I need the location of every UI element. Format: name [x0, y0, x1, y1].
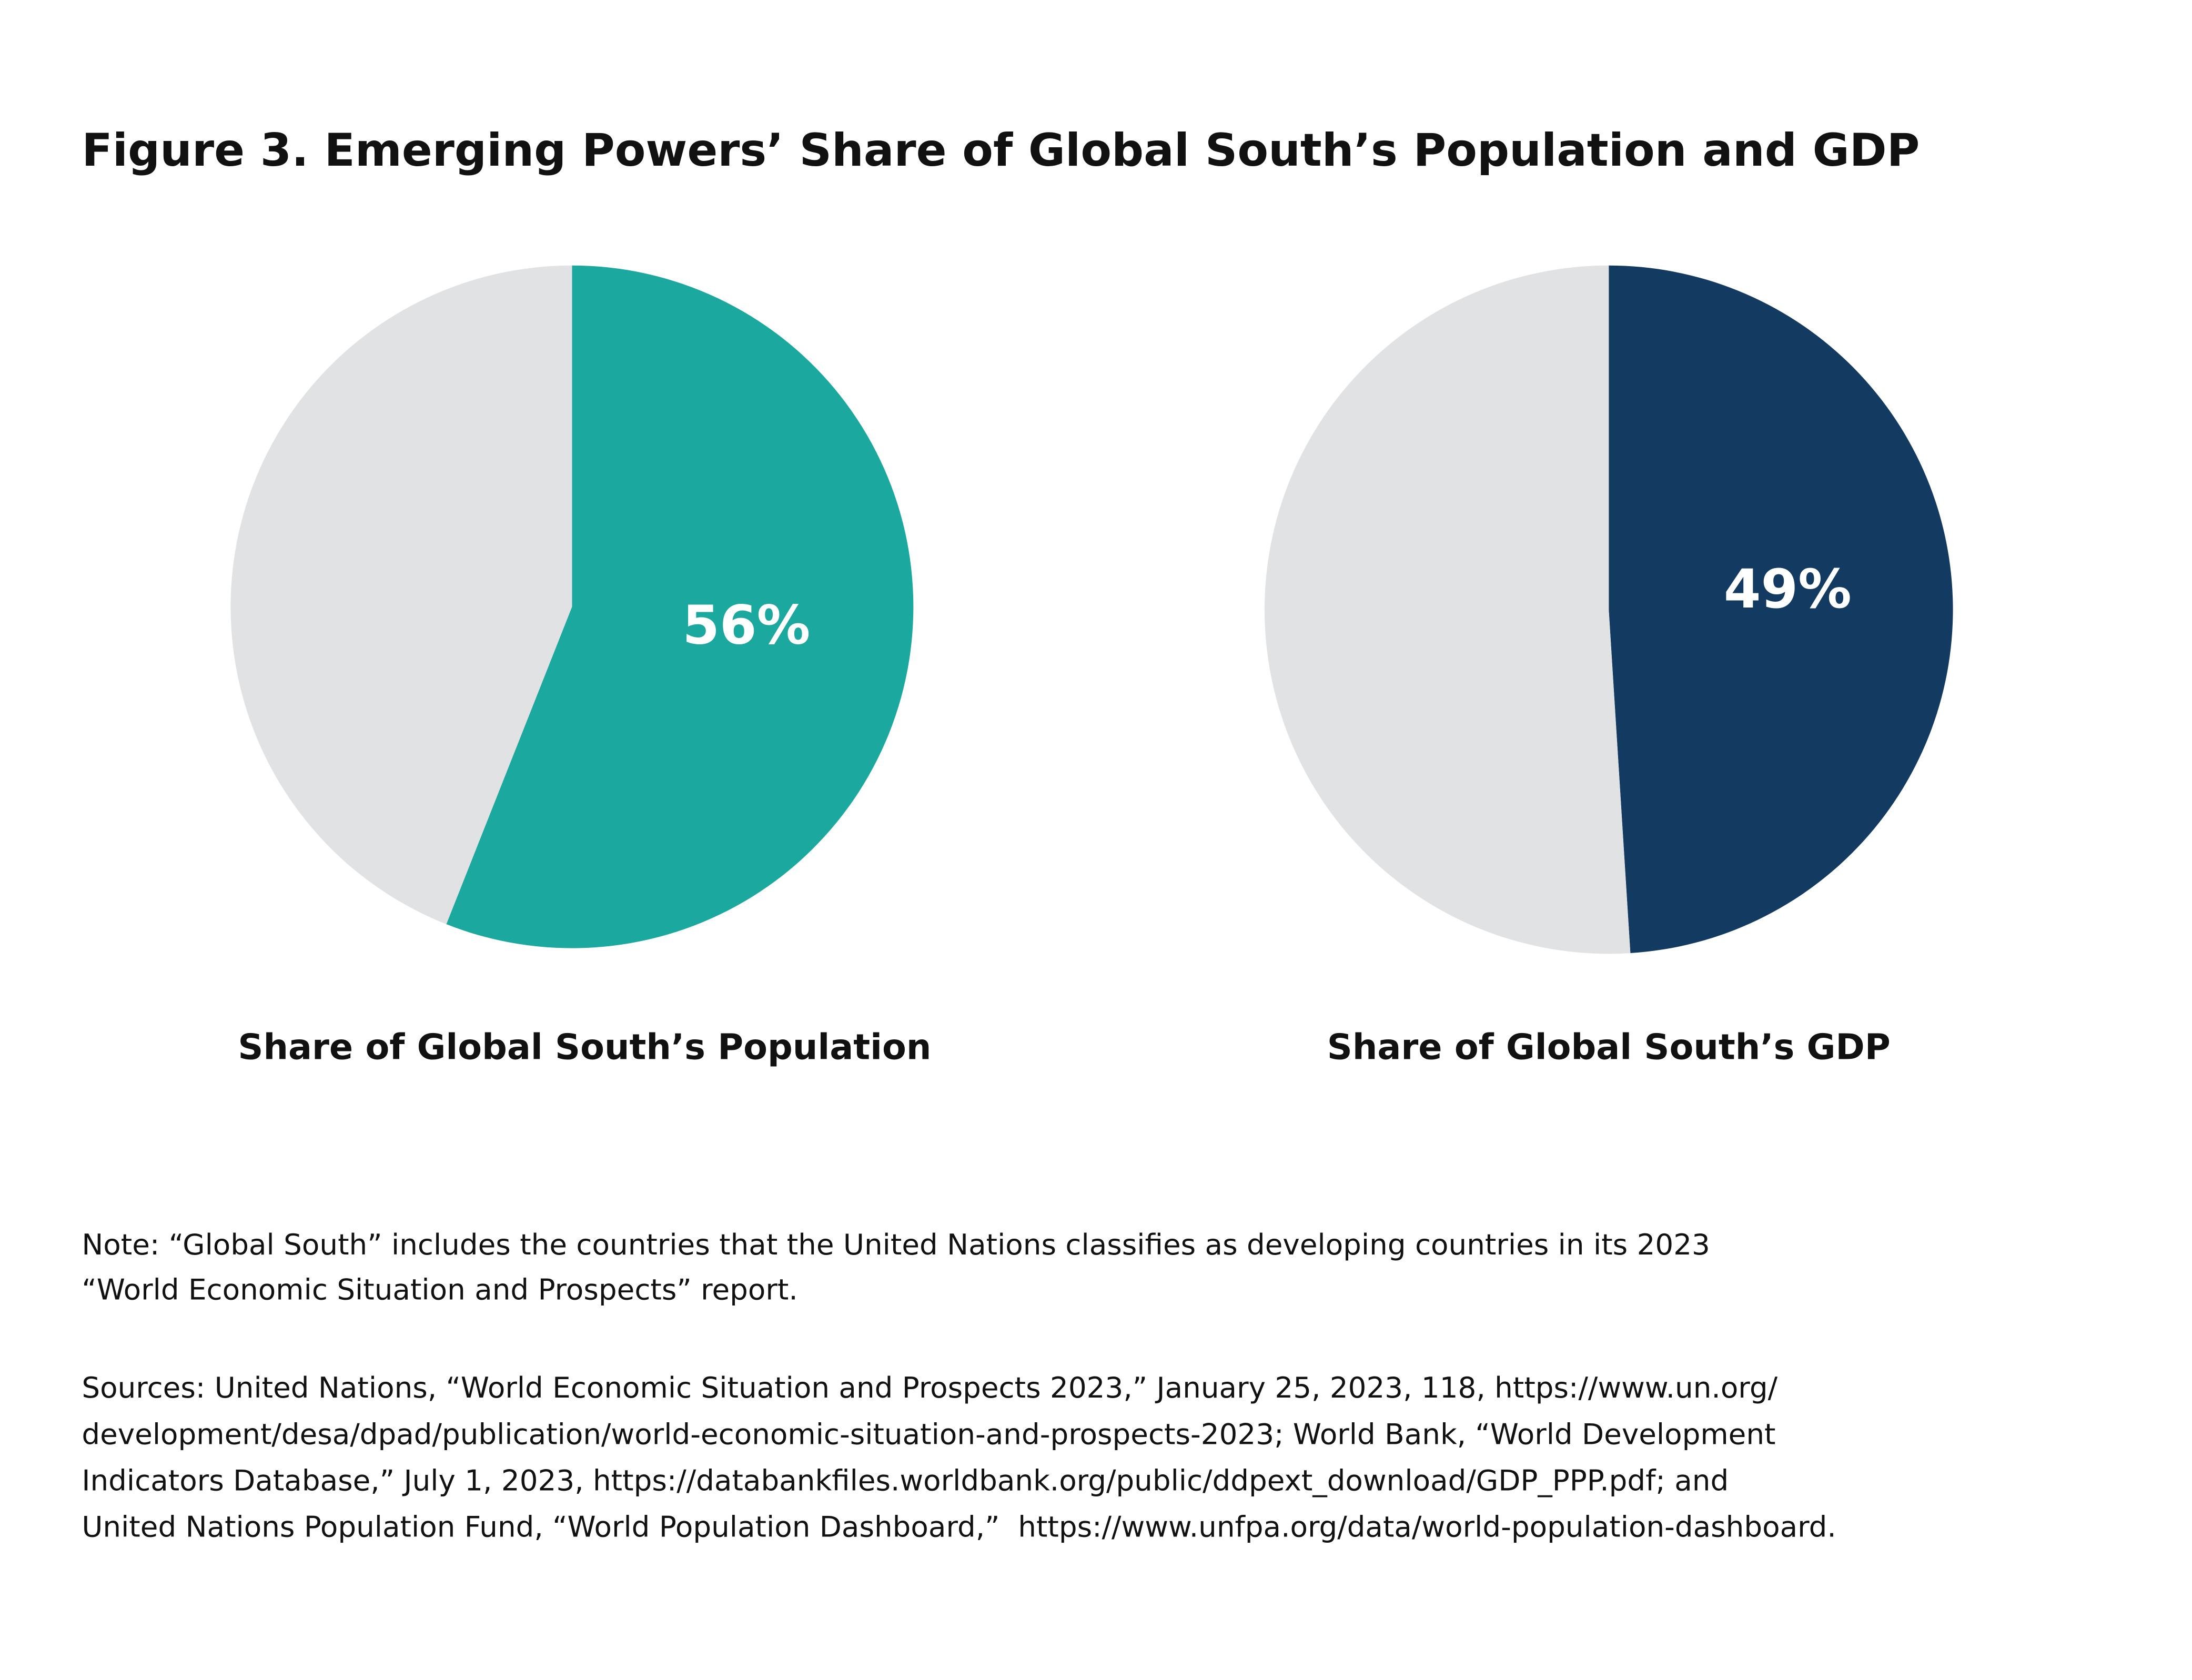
source-line: Sources: United Nations, “World Economic…	[82, 1371, 1777, 1404]
value-label: 56%	[682, 594, 810, 656]
chart-title: Share of Global South’s Population	[238, 1027, 931, 1068]
source-line: United Nations Population Fund, “World P…	[82, 1510, 1836, 1544]
pie-slice	[230, 265, 572, 925]
chart-title: Share of Global South’s GDP	[1327, 1027, 1891, 1068]
source-line: development/desa/dpad/publication/world-…	[82, 1417, 1775, 1451]
value-label: 49%	[1724, 558, 1852, 620]
pie-slice	[1609, 265, 1953, 954]
note-line: “World Economic Situation and Prospects”…	[82, 1272, 797, 1306]
pie-slice	[446, 265, 914, 948]
note-line: Note: “Global South” includes the countr…	[82, 1228, 1710, 1261]
figure-title: Figure 3. Emerging Powers’ Share of Glob…	[82, 125, 1920, 177]
source-line: Indicators Database,” July 1, 2023, http…	[82, 1463, 1729, 1497]
pie-slice	[1264, 265, 1631, 954]
